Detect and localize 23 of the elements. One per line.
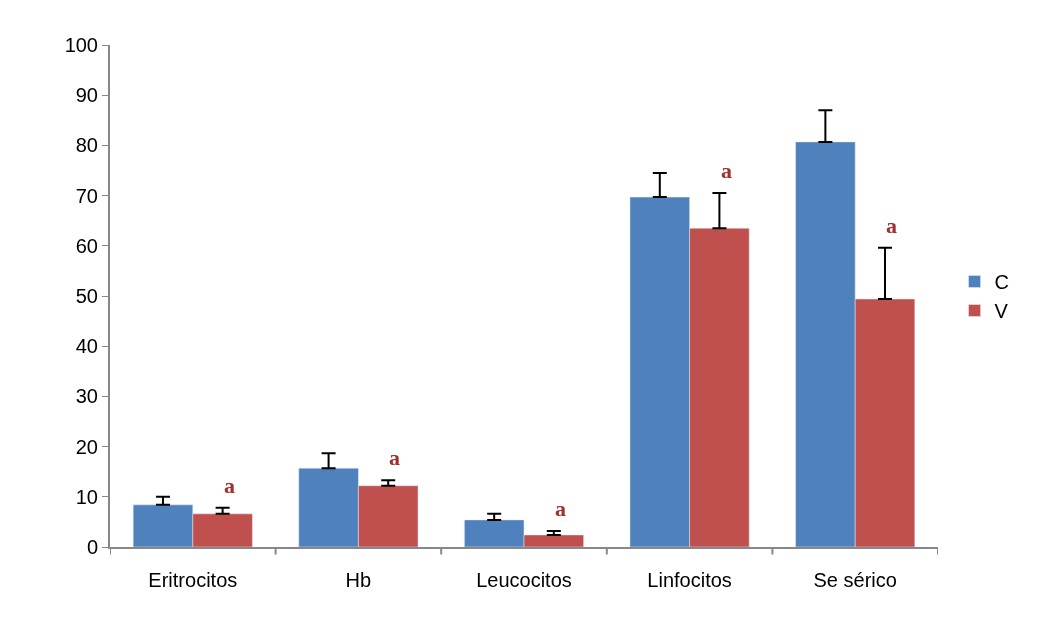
y-tick-label: 90 xyxy=(75,84,98,107)
y-tick-label: 60 xyxy=(75,234,98,257)
y-tick-label: 100 xyxy=(64,34,98,56)
legend-label: C xyxy=(994,271,1010,294)
annotation: a xyxy=(886,213,897,238)
annotation: a xyxy=(721,158,732,183)
y-tick-label: 70 xyxy=(75,184,98,207)
y-tick-label: 50 xyxy=(75,285,98,307)
y-tick-label: 40 xyxy=(75,335,98,358)
y-tick-label: 10 xyxy=(75,485,98,508)
x-tick-label: Se sérico xyxy=(813,569,897,591)
y-tick-label: 80 xyxy=(75,134,98,157)
x-tick-label: Linfocitos xyxy=(647,569,732,591)
annotation: a xyxy=(224,473,235,498)
annotation: a xyxy=(389,445,400,470)
y-tick-label: 0 xyxy=(86,536,98,558)
x-tick-label: Leucocitos xyxy=(476,569,572,591)
x-tick-label: Hb xyxy=(345,569,372,591)
legend-label: V xyxy=(994,300,1009,323)
annotation: a xyxy=(555,496,566,521)
x-tick-label: Eritrocitos xyxy=(148,569,238,591)
y-tick-label: 30 xyxy=(75,385,98,408)
y-tick-label: 20 xyxy=(75,435,98,458)
